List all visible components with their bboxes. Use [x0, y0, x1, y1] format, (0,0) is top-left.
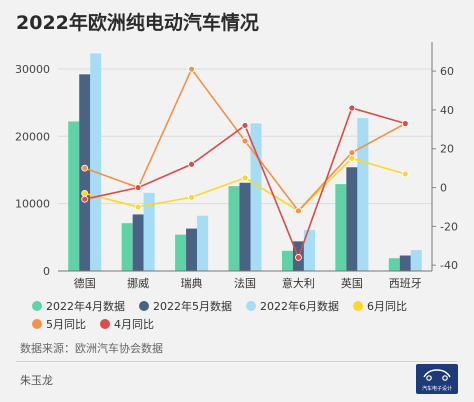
x-tick-label: 西班牙 — [389, 277, 422, 290]
footer-divider — [16, 361, 458, 362]
legend-item-jun-yoy[interactable]: 6月同比 — [353, 298, 407, 314]
point-may-yoy — [295, 207, 302, 215]
bar-jun-data — [410, 250, 422, 271]
legend-label: 4月同比 — [114, 318, 154, 331]
point-jun-yoy — [241, 174, 249, 182]
car-icon — [423, 369, 451, 381]
point-may-yoy — [188, 65, 195, 73]
bar-apr-data — [335, 184, 347, 271]
bar-apr-data — [388, 258, 400, 271]
bar-may-data — [132, 214, 144, 271]
legend-item-apr-data[interactable]: 2022年4月数据 — [32, 298, 125, 314]
bar-may-data — [239, 182, 251, 271]
point-apr-yoy — [295, 254, 302, 261]
data-source-note: 数据来源：欧洲汽车协会数据 — [20, 342, 163, 355]
point-may-yoy — [241, 137, 249, 145]
legend-swatch-apr-data — [32, 301, 42, 311]
x-tick-label: 法国 — [234, 276, 256, 290]
bar-series-group — [68, 53, 422, 272]
logo-text: 汽车电子设计 — [421, 386, 452, 392]
bar-apr-data — [68, 121, 80, 271]
legend: 2022年4月数据 2022年5月数据 2022年6月数据 6月同比 5月同比 — [32, 297, 432, 333]
axes: 0 10000 20000 30000 -40 -20 0 20 40 60 德国 挪威 瑞典 法国 意大利… — [15, 42, 458, 290]
bar-apr-data — [121, 223, 133, 271]
legend-label: 5月同比 — [46, 318, 86, 331]
y-right-tick-label: -40 — [440, 259, 458, 272]
legend-swatch-apr-yoy — [100, 319, 110, 329]
bar-jun-data — [357, 118, 369, 271]
bar-jun-data — [90, 53, 102, 272]
bar-may-data — [399, 255, 411, 271]
point-apr-yoy — [81, 195, 89, 203]
point-apr-yoy — [348, 104, 356, 112]
legend-row-1: 2022年4月数据 2022年5月数据 2022年6月数据 6月同比 — [32, 297, 432, 315]
bar-jun-data — [303, 229, 315, 271]
legend-label: 2022年5月数据 — [153, 300, 232, 313]
bar-may-data — [79, 74, 91, 272]
x-tick-label: 挪威 — [127, 276, 149, 290]
y-right-tick-label: 40 — [440, 104, 454, 117]
brand-logo: 汽车电子设计 — [416, 364, 458, 394]
x-tick-label: 德国 — [74, 276, 96, 290]
x-tick-label: 意大利 — [282, 276, 315, 290]
y-left-tick-label: 30000 — [15, 63, 50, 76]
bar-may-data — [186, 228, 198, 271]
bar-may-data — [346, 167, 358, 271]
chart-plot: 0 10000 20000 30000 -40 -20 0 20 40 60 德国 挪威 瑞典 法国 意大利… — [15, 42, 458, 290]
y-right-tick-label: 20 — [440, 143, 454, 156]
point-jun-yoy — [401, 170, 409, 178]
legend-swatch-may-data — [139, 301, 149, 311]
point-apr-yoy — [241, 122, 249, 129]
legend-item-may-yoy[interactable]: 5月同比 — [32, 316, 86, 332]
legend-label: 6月同比 — [367, 300, 407, 313]
point-may-yoy — [81, 164, 89, 172]
y-right-tick-label: 60 — [440, 65, 454, 78]
legend-label: 2022年4月数据 — [46, 300, 125, 313]
x-tick-label: 英国 — [341, 276, 363, 290]
bar-jun-data — [197, 215, 209, 271]
point-jun-yoy — [81, 189, 89, 197]
x-tick-label: 瑞典 — [181, 276, 203, 290]
point-jun-yoy — [188, 193, 195, 201]
legend-swatch-jun-data — [246, 301, 256, 311]
bar-apr-data — [228, 186, 240, 271]
chart-title: 2022年欧洲纯电动汽车情况 — [16, 12, 259, 34]
bar-apr-data — [175, 234, 187, 271]
legend-swatch-may-yoy — [32, 319, 42, 329]
bar-jun-data — [143, 192, 155, 271]
point-jun-yoy — [348, 155, 356, 162]
line-series-group — [81, 65, 409, 261]
point-may-yoy — [348, 149, 356, 157]
bar-apr-data — [281, 250, 293, 271]
point-apr-yoy — [188, 160, 195, 168]
y-left-tick-label: 0 — [43, 265, 50, 278]
y-right-tick-label: 0 — [440, 182, 447, 195]
y-left-tick-label: 10000 — [15, 198, 50, 211]
point-apr-yoy — [134, 184, 142, 191]
legend-label: 2022年6月数据 — [260, 300, 339, 313]
point-jun-yoy — [134, 203, 142, 211]
legend-swatch-jun-yoy — [353, 301, 363, 311]
author-name: 朱玉龙 — [20, 374, 53, 387]
legend-item-jun-data[interactable]: 2022年6月数据 — [246, 298, 339, 314]
legend-item-apr-yoy[interactable]: 4月同比 — [100, 316, 154, 332]
legend-item-may-data[interactable]: 2022年5月数据 — [139, 298, 232, 314]
y-left-tick-label: 20000 — [15, 130, 50, 143]
y-right-tick-label: -20 — [440, 220, 458, 233]
point-apr-yoy — [401, 120, 409, 127]
bar-jun-data — [250, 123, 262, 271]
legend-row-2: 5月同比 4月同比 — [32, 315, 432, 333]
